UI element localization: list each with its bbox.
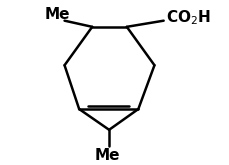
Text: Me: Me: [45, 7, 70, 22]
Text: CO$_2$H: CO$_2$H: [166, 8, 211, 27]
Text: Me: Me: [95, 148, 120, 163]
